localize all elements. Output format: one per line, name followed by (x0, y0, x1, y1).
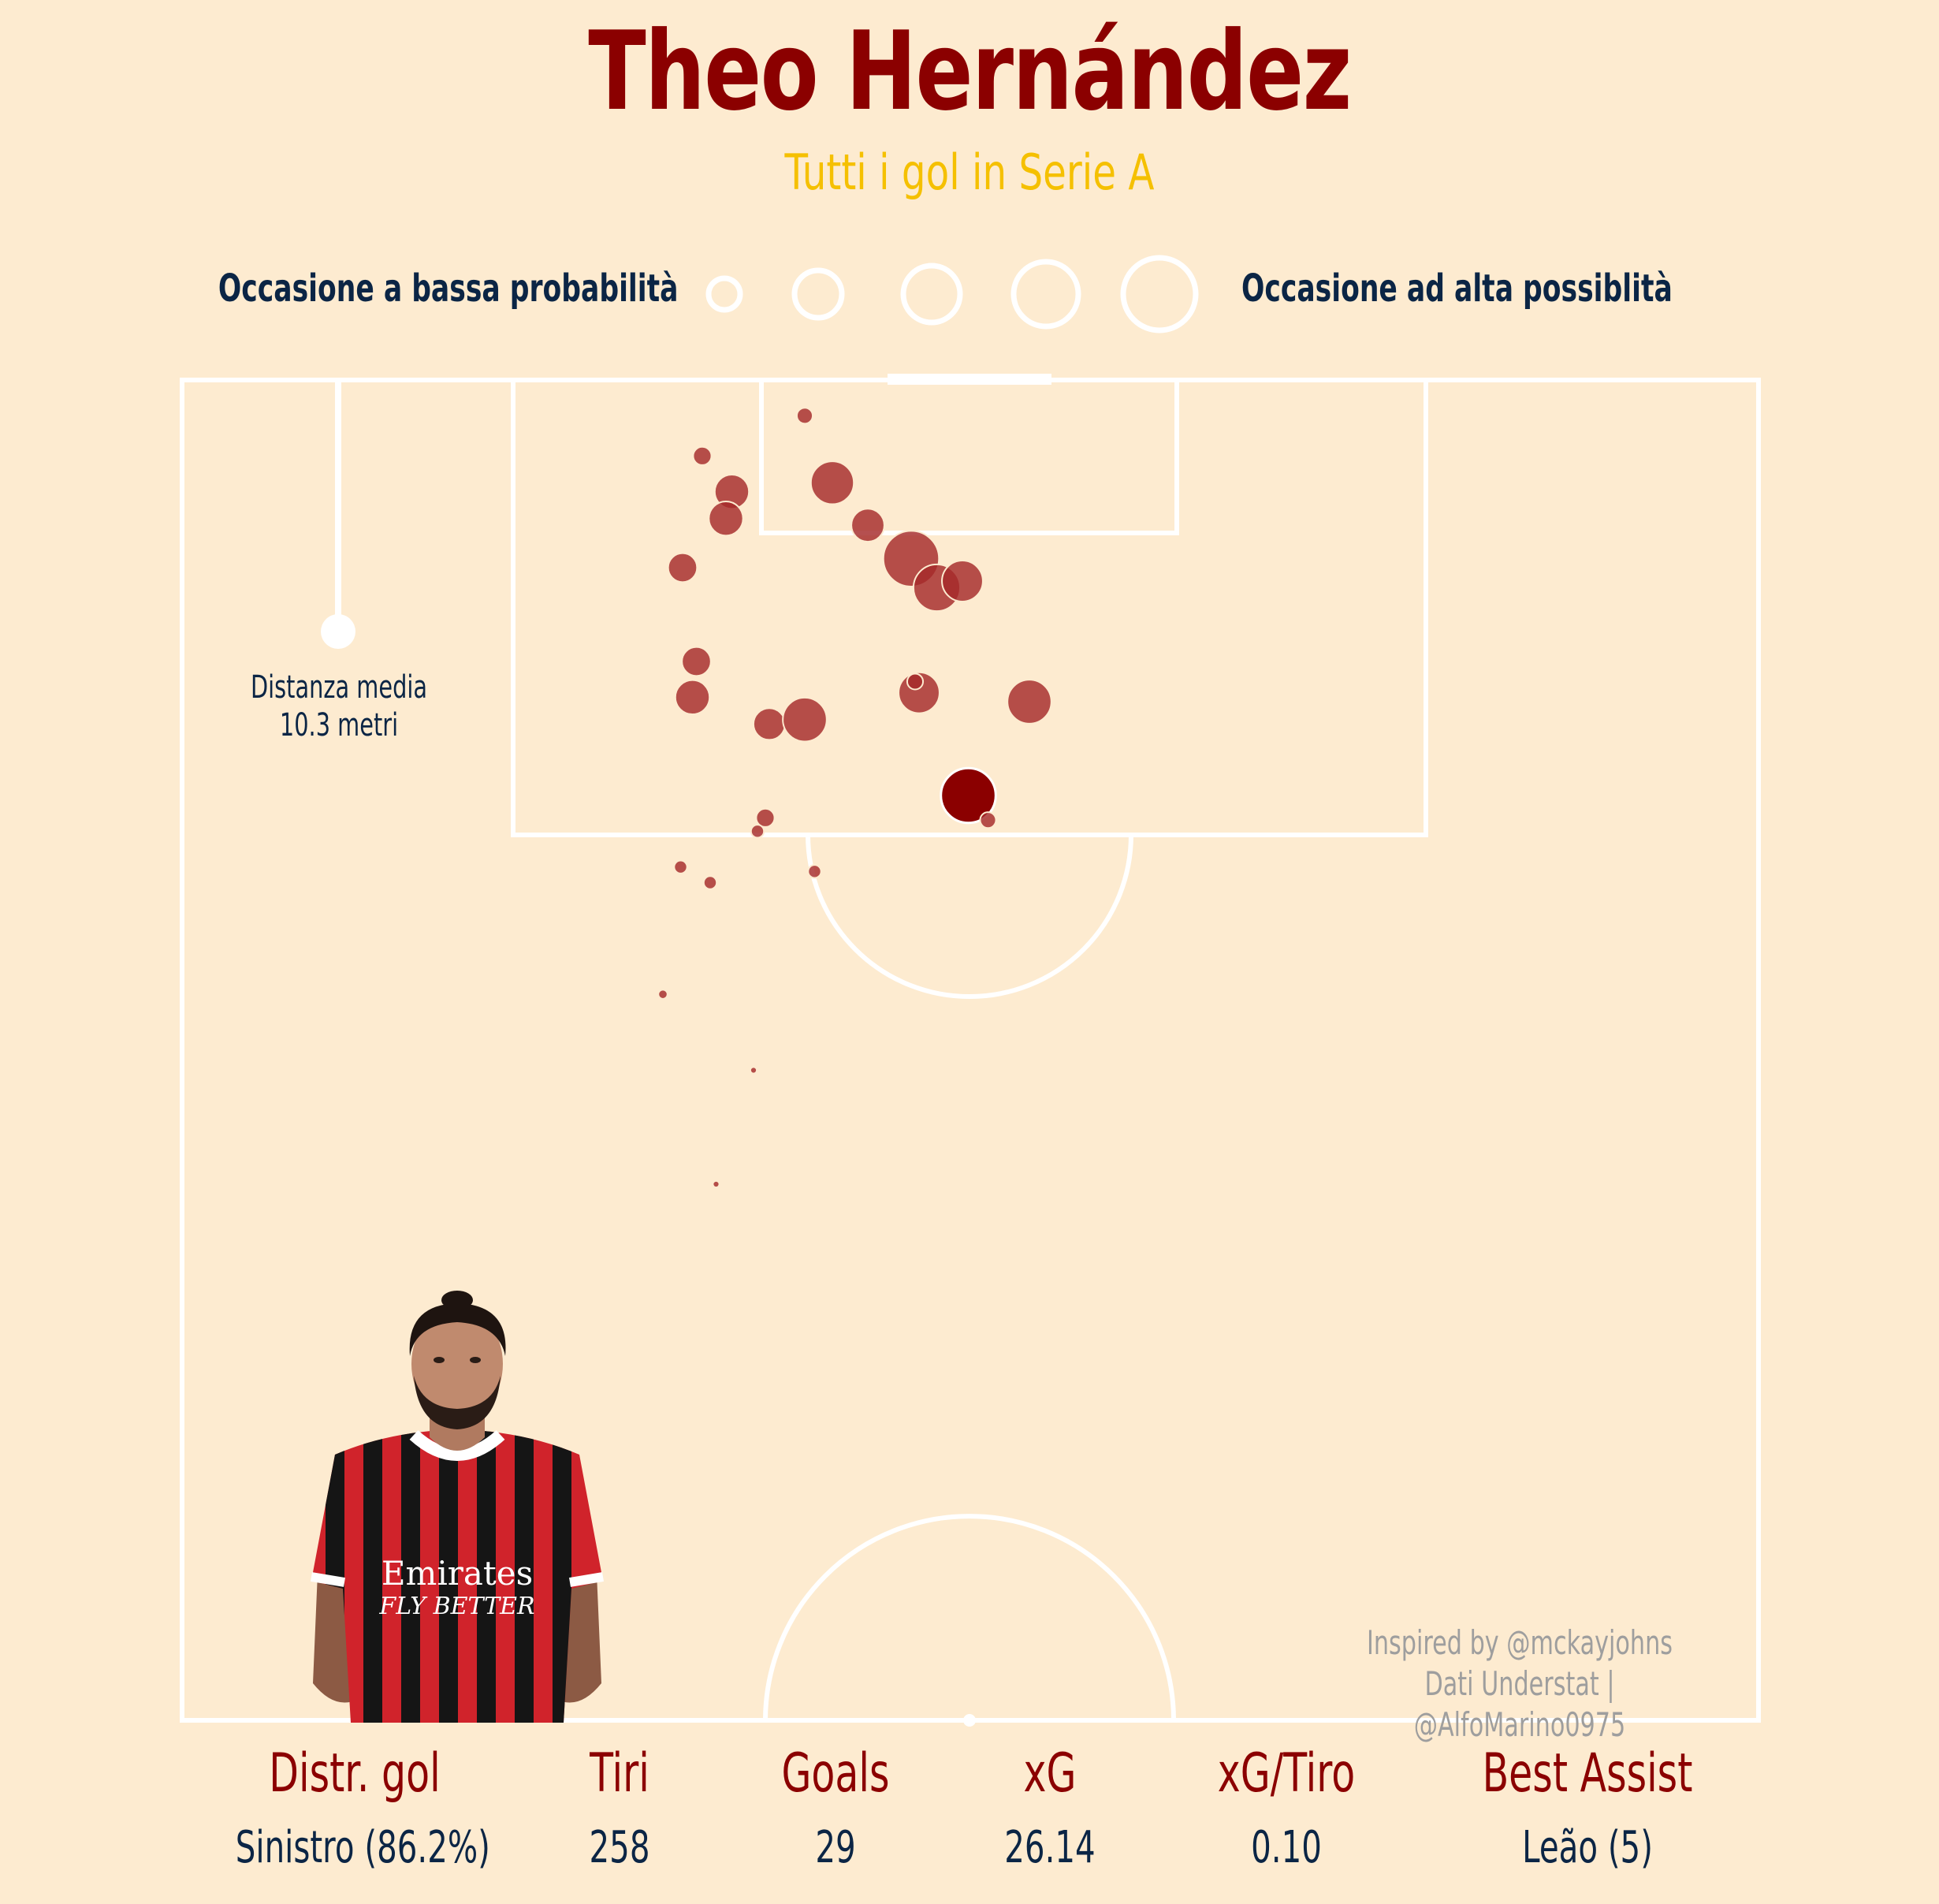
average-distance-line2: 10.3 metri (279, 707, 399, 743)
penalty-arc (806, 834, 1133, 999)
stat-best-assist: Best Assist Leão (5) (1422, 1742, 1753, 1873)
shot-point (749, 1066, 758, 1075)
shot-point (712, 1179, 720, 1189)
shot-point (750, 824, 765, 839)
stat-goal-distribution: Distr. gol Sinistro (86.2%) (189, 1742, 520, 1873)
shot-point (692, 445, 713, 466)
stat-label: xG (1023, 1742, 1077, 1805)
legend-circle (1120, 255, 1199, 333)
player-photo: Emirates FLY BETTER (311, 1291, 604, 1723)
shot-point (809, 460, 855, 505)
page-title: Theo Hernández (588, 8, 1352, 135)
shot-point (681, 646, 712, 677)
page-subtitle: Tutti i gol in Serie A (784, 143, 1155, 201)
center-circle (763, 1514, 1176, 1721)
penalty-box (511, 378, 1428, 837)
legend-low-label: Occasione a bassa probabilità (218, 266, 678, 311)
legend-circle (900, 263, 963, 326)
shot-points (657, 407, 1052, 1189)
shot-point (702, 875, 718, 890)
shot-point (941, 560, 984, 602)
shot-point (657, 989, 668, 1000)
legend-circle (791, 267, 845, 321)
shot-point (850, 508, 885, 543)
shot-point (752, 707, 787, 741)
average-distance-label: Distanza media 10.3 metri (225, 669, 452, 744)
six-yard-box (759, 378, 1179, 535)
stat-value: Leão (5) (1522, 1822, 1653, 1873)
shot-point (673, 859, 688, 874)
shot-point (795, 407, 814, 425)
average-distance-marker (321, 614, 355, 649)
shot-map (180, 255, 1761, 1727)
shot-point (782, 696, 828, 743)
stat-label: Goals (781, 1742, 890, 1805)
shot-point (1007, 679, 1052, 725)
stat-xg-per-shot: xG/Tiro 0.10 (1121, 1742, 1452, 1873)
shot-point (667, 552, 698, 583)
goal (888, 374, 1051, 385)
legend-circle (1010, 259, 1081, 330)
stat-label: xG/Tiro (1217, 1742, 1356, 1805)
shot-point (674, 679, 711, 716)
shot-point (708, 500, 744, 537)
stat-value: 258 (589, 1822, 650, 1873)
shot-point (979, 811, 997, 829)
shot-point (906, 673, 925, 691)
credits-line1: Inspired by @mckayjohns (1366, 1623, 1673, 1662)
stat-value: 29 (815, 1822, 856, 1873)
legend-size-circles (705, 255, 1199, 333)
stat-value: 26.14 (1004, 1822, 1096, 1873)
stat-value: Sinistro (86.2%) (235, 1822, 490, 1873)
stat-value: 0.10 (1251, 1822, 1322, 1873)
svg-text:FLY BETTER: FLY BETTER (378, 1593, 534, 1620)
stat-label: Distr. gol (269, 1742, 441, 1805)
credits-line2: Dati Understat | @AlfoMarino0975 (1413, 1664, 1626, 1744)
center-spot (963, 1714, 976, 1727)
stat-label: Best Assist (1482, 1742, 1693, 1805)
svg-text:Emirates: Emirates (381, 1554, 533, 1593)
stat-shots: Tiri 258 (454, 1742, 785, 1873)
credits: Inspired by @mckayjohns Dati Understat |… (1321, 1623, 1718, 1746)
average-distance-line1: Distanza media (250, 669, 428, 706)
shot-point (755, 807, 776, 828)
stat-xg: xG 26.14 (884, 1742, 1215, 1873)
legend-high-label: Occasione ad alta possiblità (1241, 266, 1673, 311)
stat-label: Tiri (590, 1742, 649, 1805)
legend-circle (705, 275, 743, 313)
shot-point (807, 864, 822, 879)
shot-point (940, 766, 997, 825)
stat-goals: Goals 29 (670, 1742, 1001, 1873)
